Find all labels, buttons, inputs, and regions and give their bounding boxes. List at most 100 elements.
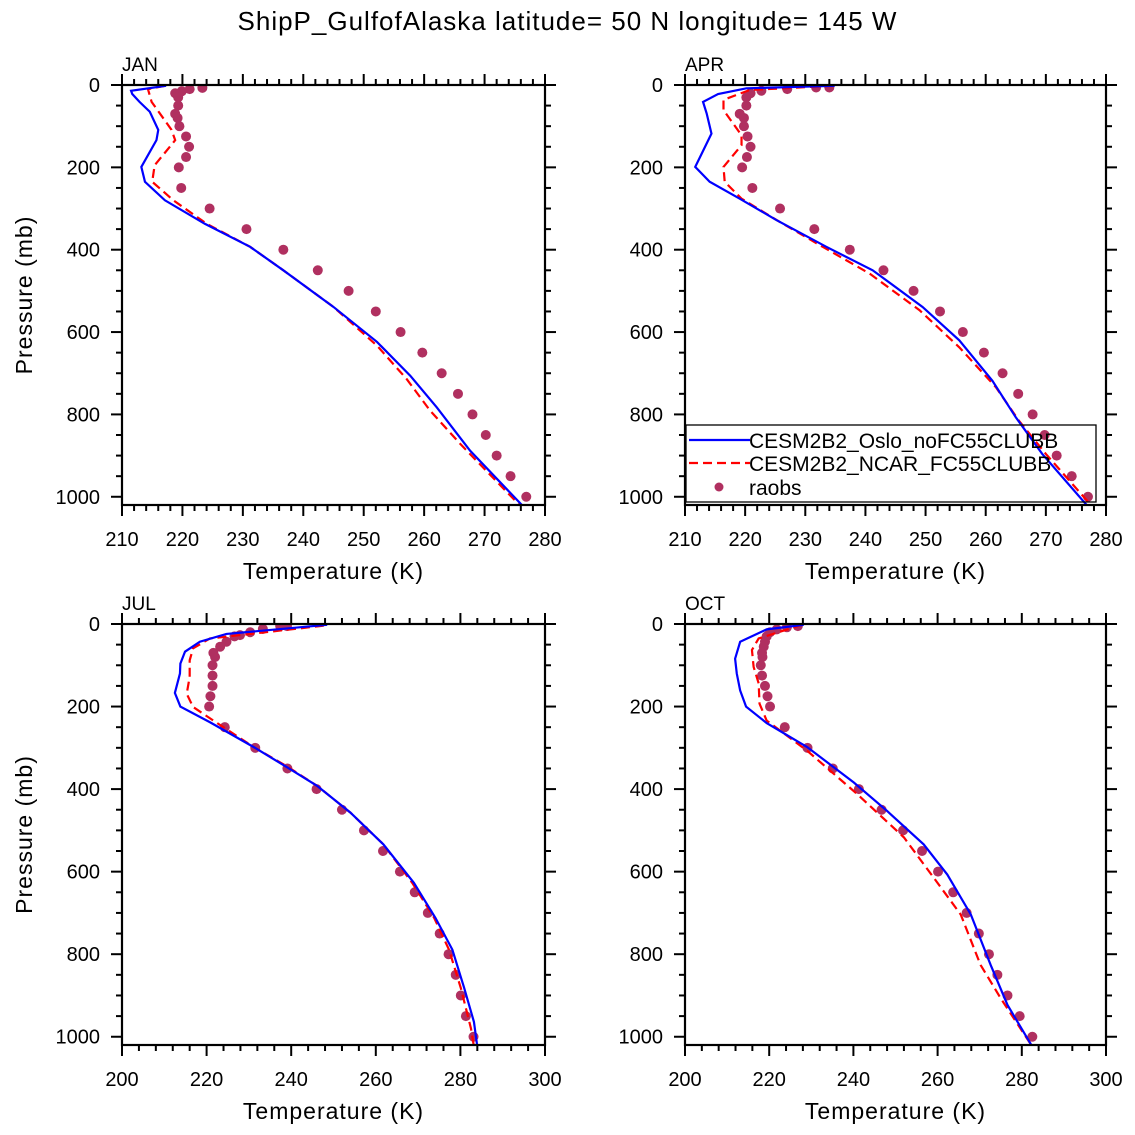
raobs-point: [757, 652, 768, 663]
raobs-point: [174, 121, 185, 132]
raobs-point: [207, 670, 218, 681]
raobs-point: [184, 85, 195, 95]
panel-apr: 210 220 230 240 250 260 270 280 0 200 400 600 800 100…: [619, 55, 1123, 584]
legend-raobs-swatch: [714, 482, 724, 492]
raobs-point: [1039, 430, 1050, 440]
y-tick-label: 600: [67, 862, 100, 884]
raobs-point: [181, 152, 192, 163]
raobs-point: [505, 471, 516, 482]
raobs-point: [741, 100, 752, 111]
ncar-series-line: [722, 85, 1093, 505]
oslo-series-line: [129, 85, 524, 505]
raobs-point: [1051, 450, 1062, 461]
raobs-point: [747, 182, 758, 193]
raobs-point: [205, 691, 216, 702]
x-tick-label: 300: [1089, 1069, 1122, 1091]
x-tick-label: 260: [969, 529, 1002, 551]
x-tick-label: 210: [105, 529, 138, 551]
x-tick-label: 210: [668, 529, 701, 551]
x-tick-label: 280: [1089, 529, 1122, 551]
x-tick-label: 230: [789, 529, 822, 551]
panel-jan: 210 220 230 240 250 260 270 280 0 200 400 600 800 100…: [11, 55, 562, 584]
y-tick-label: 0: [89, 75, 100, 97]
x-tick-label: 250: [347, 529, 380, 551]
x-tick-label: 220: [190, 1069, 223, 1091]
raobs-point: [745, 141, 756, 152]
x-tick-label: 240: [275, 1069, 308, 1091]
x-tick-label: 260: [407, 529, 440, 551]
raobs-point: [343, 285, 354, 296]
y-axis-label: Pressure (mb): [11, 216, 37, 375]
x-tick-label: 240: [837, 1069, 870, 1091]
x-tick-label: 270: [1029, 529, 1062, 551]
y-tick-label: 200: [67, 157, 100, 179]
raobs-point: [1027, 1031, 1038, 1042]
y-tick-label: 1000: [619, 487, 664, 509]
raobs-point: [173, 100, 184, 111]
raobs-point: [172, 112, 183, 123]
raobs-point: [759, 680, 770, 691]
raobs-point: [467, 409, 478, 420]
raobs-point: [173, 92, 184, 103]
raobs-point: [1027, 409, 1038, 420]
raobs-point: [762, 691, 773, 702]
y-tick-label: 200: [67, 697, 100, 719]
raobs-point: [878, 265, 889, 276]
raobs-point: [935, 306, 946, 317]
x-axis-label: Temperature (K): [805, 558, 986, 584]
panel-jul: 200 220 240 260 280 300 0 200 400 600 800 1000 Tempe…: [11, 594, 562, 1124]
raobs-point: [742, 131, 753, 142]
raobs-point: [737, 162, 748, 173]
raobs-point: [207, 660, 218, 671]
x-tick-label: 260: [921, 1069, 954, 1091]
plot-area: [693, 85, 1093, 505]
ncar-series-line: [750, 624, 1033, 1045]
x-tick-label: 240: [287, 529, 320, 551]
ncar-series-line: [185, 624, 475, 1045]
raobs-point: [460, 1011, 471, 1022]
raobs-point: [779, 722, 790, 733]
raobs-point: [207, 680, 218, 691]
raobs-point: [452, 388, 463, 399]
raobs-point: [197, 85, 208, 93]
raobs-point: [1014, 1011, 1025, 1022]
raobs-point: [933, 866, 944, 877]
x-tick-label: 280: [528, 529, 561, 551]
raobs-point: [978, 347, 989, 358]
panel-title: APR: [685, 55, 724, 76]
raobs-point: [436, 368, 447, 379]
raobs-point: [241, 224, 252, 235]
raobs-point: [176, 182, 187, 193]
y-tick-label: 400: [630, 240, 663, 262]
y-tick-label: 1000: [56, 1027, 101, 1049]
raobs-point: [521, 491, 532, 502]
raobs-point: [417, 347, 428, 358]
x-tick-label: 280: [1005, 1069, 1038, 1091]
raobs-point: [370, 306, 381, 317]
y-tick-label: 0: [652, 75, 663, 97]
panel-title: OCT: [685, 594, 726, 615]
raobs-point: [741, 152, 752, 163]
y-tick-label: 0: [89, 614, 100, 636]
raobs-point: [765, 701, 776, 712]
x-tick-label: 280: [444, 1069, 477, 1091]
raobs-point: [738, 121, 749, 132]
raobs-point: [757, 670, 768, 681]
x-tick-label: 260: [359, 1069, 392, 1091]
raobs-point: [173, 162, 184, 173]
figure-title: ShipP_GulfofAlaska latitude= 50 N longit…: [237, 6, 898, 36]
legend-label: CESM2B2_NCAR_FC55CLUBB: [749, 453, 1051, 476]
plot-frame: [120, 83, 547, 507]
x-tick-label: 270: [468, 529, 501, 551]
raobs-point: [809, 224, 820, 235]
y-tick-label: 800: [67, 404, 100, 426]
raobs-point: [997, 368, 1008, 379]
oslo-series-line: [173, 624, 479, 1045]
raobs-point: [755, 660, 766, 671]
plot-frame: [683, 622, 1108, 1047]
y-tick-label: 400: [67, 240, 100, 262]
y-tick-label: 400: [67, 779, 100, 801]
raobs-point: [957, 327, 968, 338]
plot-area: [173, 624, 479, 1045]
raobs-point: [480, 430, 491, 440]
